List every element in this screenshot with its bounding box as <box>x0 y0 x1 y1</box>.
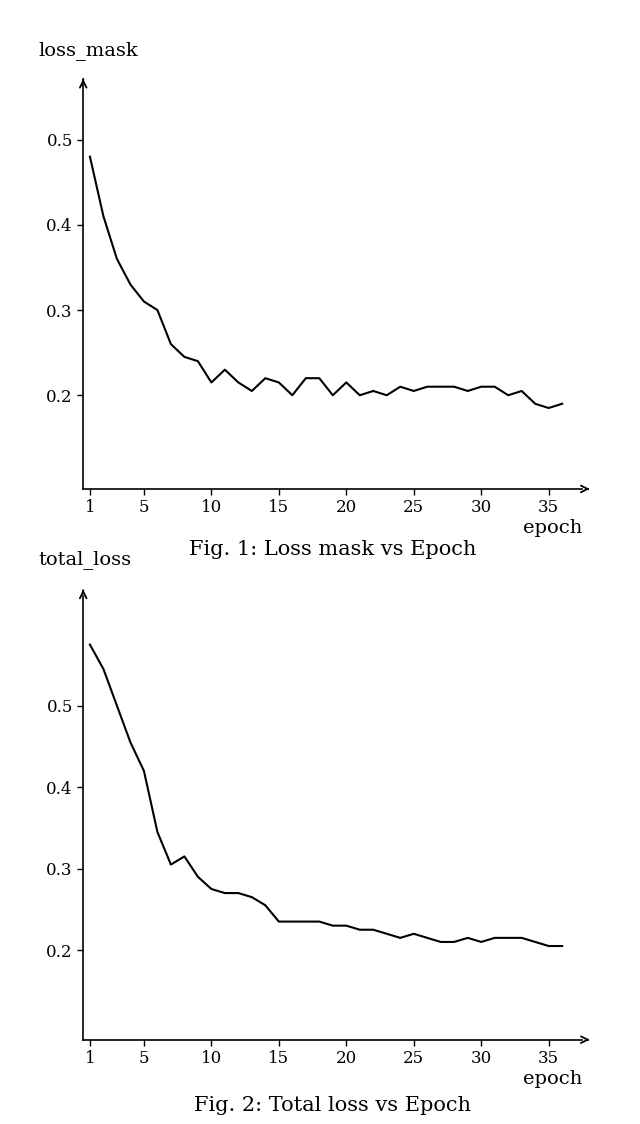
Text: loss_mask: loss_mask <box>38 42 138 60</box>
X-axis label: epoch: epoch <box>523 1070 582 1088</box>
X-axis label: epoch: epoch <box>523 519 582 537</box>
Text: total_loss: total_loss <box>38 550 131 569</box>
Text: Fig. 1: Loss mask vs Epoch: Fig. 1: Loss mask vs Epoch <box>189 540 477 559</box>
Text: Fig. 2: Total loss vs Epoch: Fig. 2: Total loss vs Epoch <box>195 1096 471 1115</box>
